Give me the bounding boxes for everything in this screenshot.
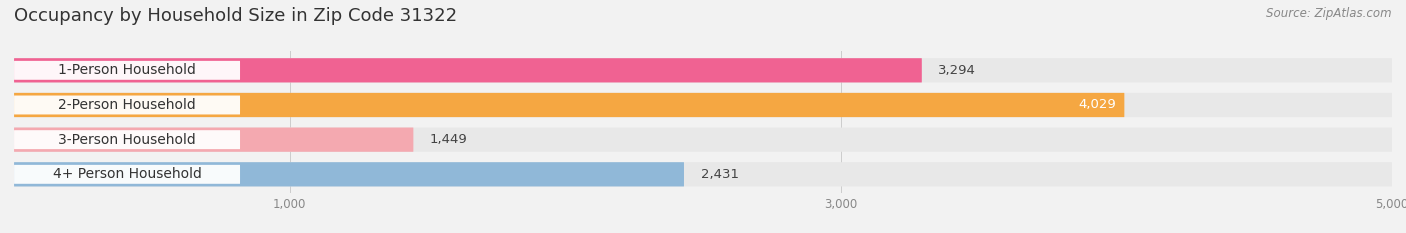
Text: 2,431: 2,431 xyxy=(700,168,738,181)
FancyBboxPatch shape xyxy=(14,162,683,186)
FancyBboxPatch shape xyxy=(14,165,240,184)
FancyBboxPatch shape xyxy=(14,130,240,149)
Text: 1,449: 1,449 xyxy=(430,133,468,146)
FancyBboxPatch shape xyxy=(14,58,922,82)
Text: 3-Person Household: 3-Person Household xyxy=(58,133,195,147)
FancyBboxPatch shape xyxy=(14,127,1392,152)
Text: 1-Person Household: 1-Person Household xyxy=(58,63,195,77)
Text: Source: ZipAtlas.com: Source: ZipAtlas.com xyxy=(1267,7,1392,20)
FancyBboxPatch shape xyxy=(14,96,240,114)
FancyBboxPatch shape xyxy=(14,93,1392,117)
Text: 4,029: 4,029 xyxy=(1078,99,1116,112)
Text: 2-Person Household: 2-Person Household xyxy=(58,98,195,112)
FancyBboxPatch shape xyxy=(14,127,413,152)
FancyBboxPatch shape xyxy=(14,162,1392,186)
FancyBboxPatch shape xyxy=(14,93,1125,117)
Text: Occupancy by Household Size in Zip Code 31322: Occupancy by Household Size in Zip Code … xyxy=(14,7,457,25)
FancyBboxPatch shape xyxy=(14,58,1392,82)
FancyBboxPatch shape xyxy=(14,61,240,80)
Text: 3,294: 3,294 xyxy=(938,64,976,77)
Text: 4+ Person Household: 4+ Person Household xyxy=(52,167,201,181)
